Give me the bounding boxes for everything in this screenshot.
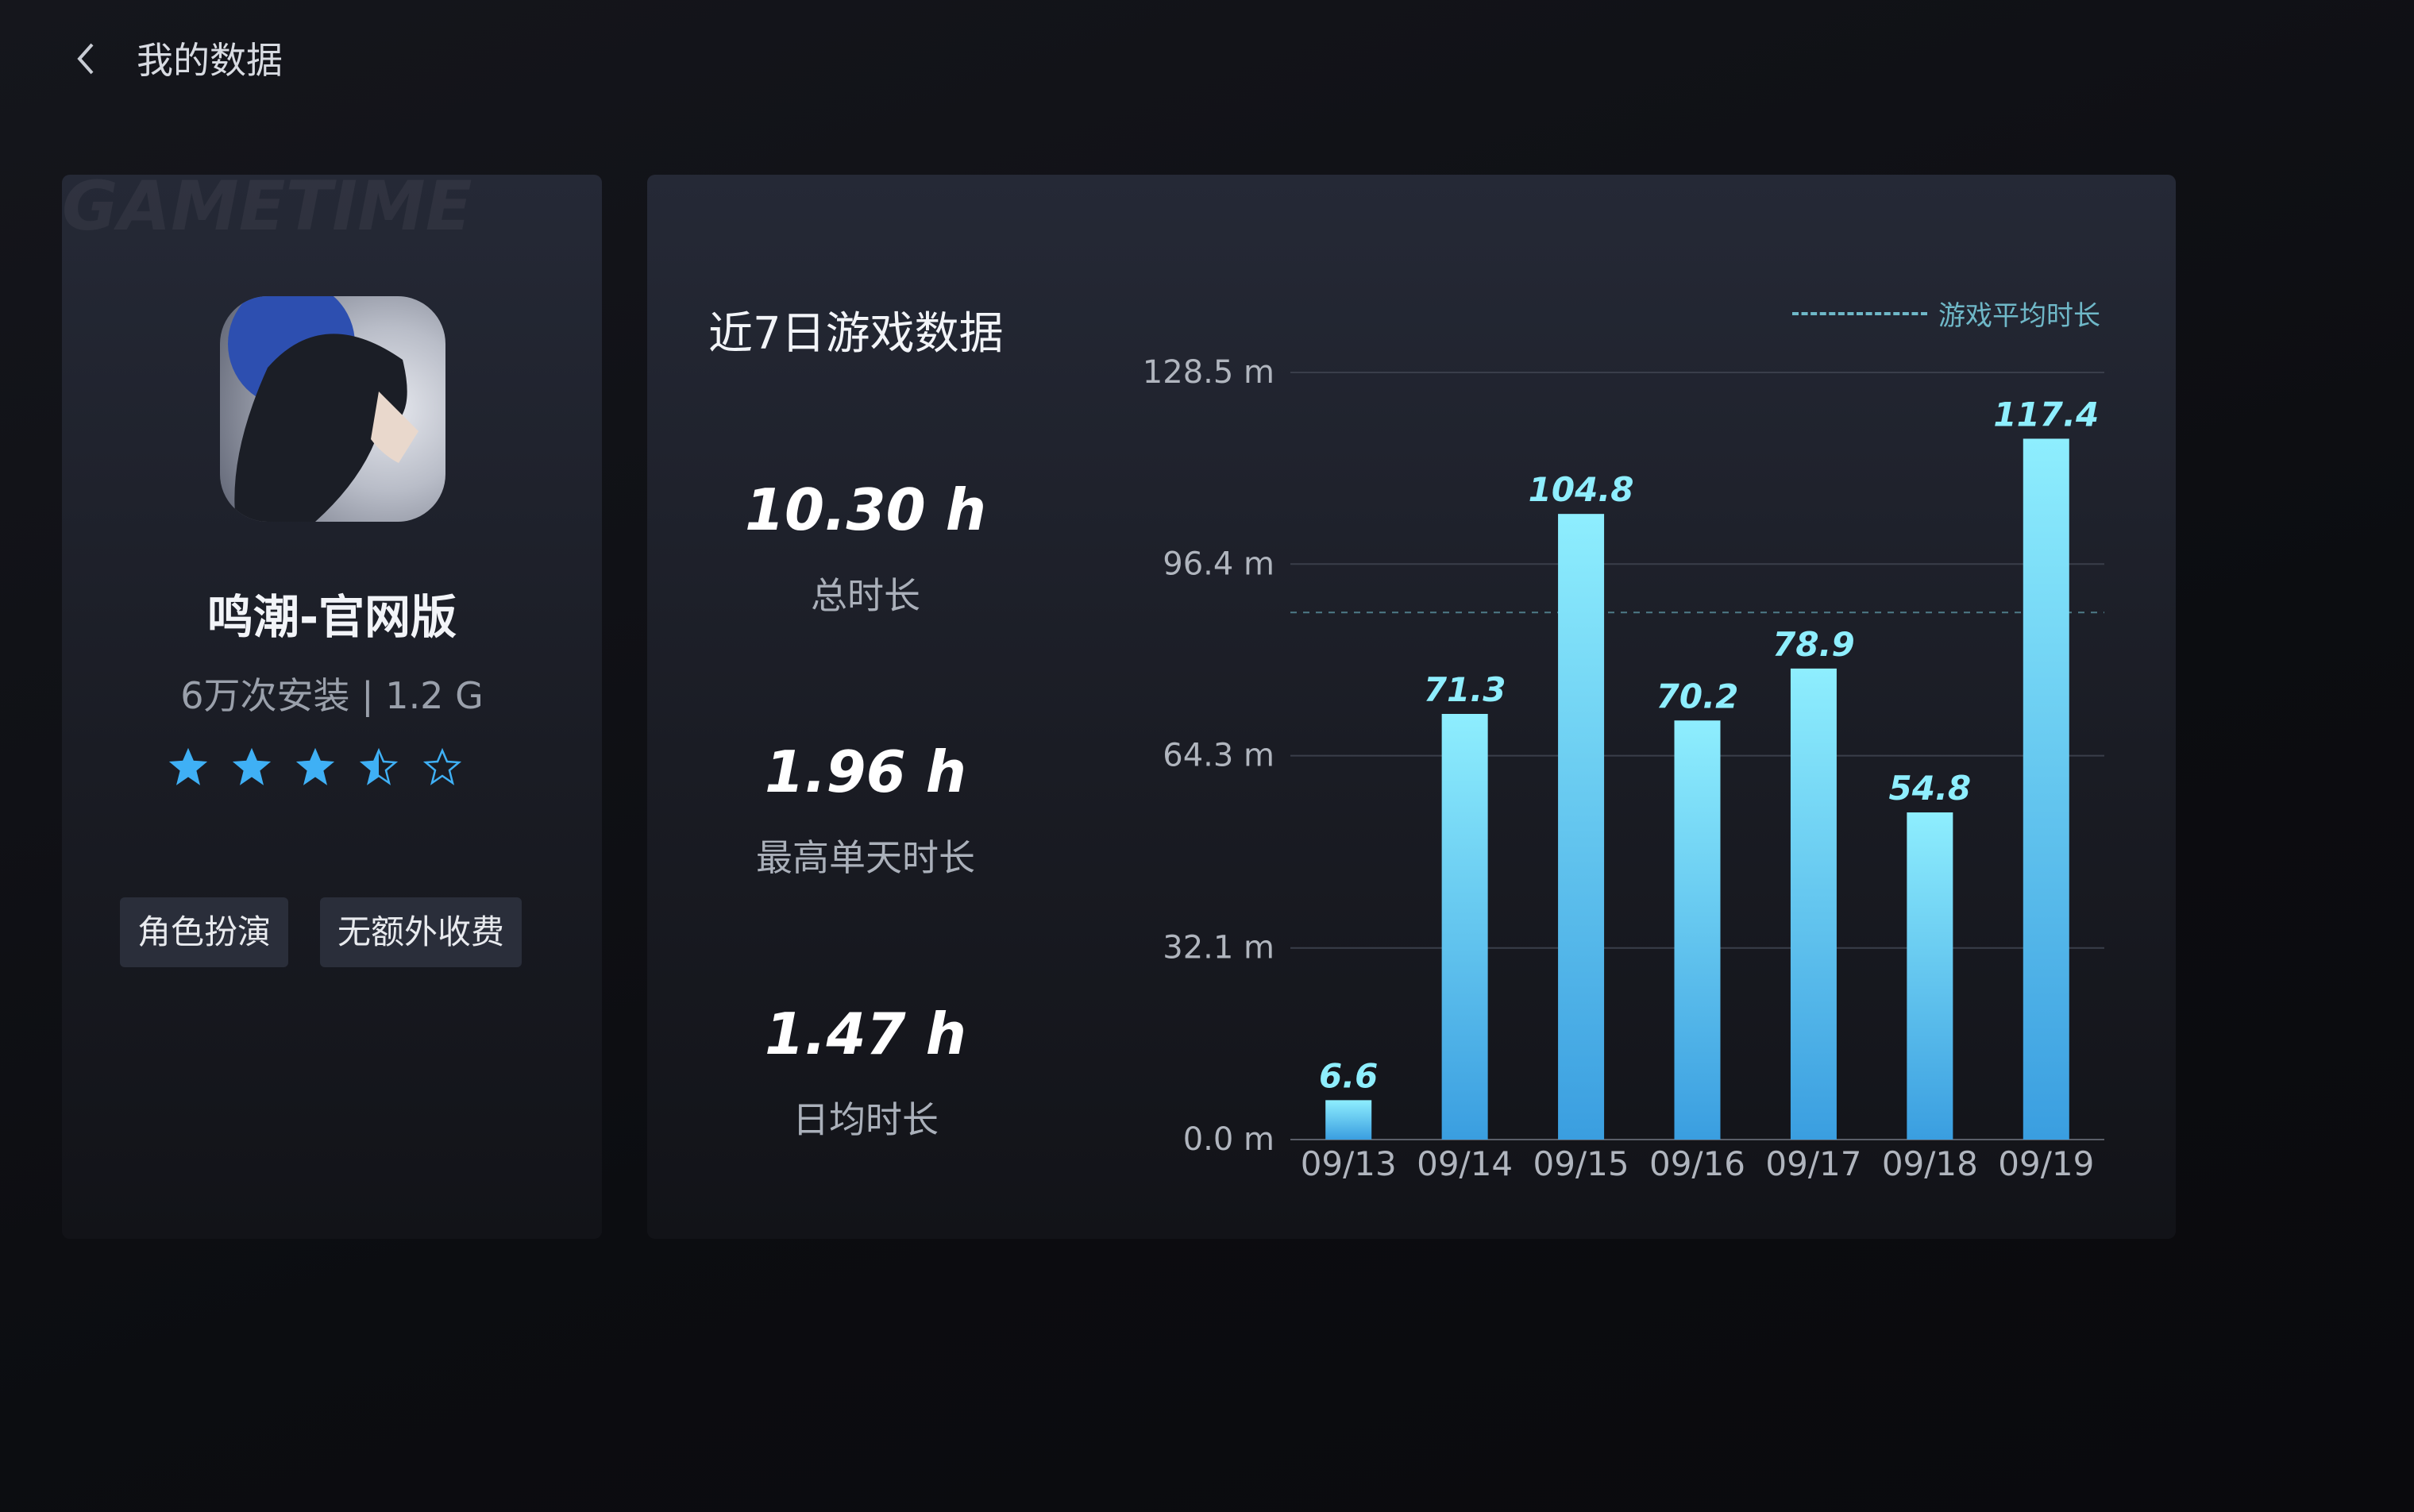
y-tick-label: 32.1 m: [1163, 930, 1274, 966]
x-tick-label: 09/14: [1417, 1144, 1513, 1183]
x-tick-label: 09/17: [1765, 1144, 1861, 1183]
watermark: GAMETIME: [62, 175, 472, 246]
bar-value-label: 117.4: [1993, 395, 2099, 434]
rating-stars: [169, 748, 461, 786]
stat-max: 1.96 h 最高单天时长: [647, 739, 1084, 881]
bar: [1790, 668, 1837, 1140]
bar: [1441, 714, 1488, 1140]
bar: [1674, 720, 1721, 1140]
tag[interactable]: 角色扮演: [120, 897, 289, 967]
x-tick-label: 09/13: [1301, 1144, 1397, 1183]
x-tick-label: 09/16: [1649, 1144, 1745, 1183]
stats-card: 近7日游戏数据 10.30 h 总时长 1.96 h 最高单天时长 1.47 h 日均…: [647, 175, 2176, 1239]
chart-legend: 游戏平均时长: [1792, 294, 2100, 333]
stat-total: 10.30 h 总时长: [647, 476, 1084, 619]
y-tick-label: 0.0 m: [1183, 1121, 1274, 1158]
separator: |: [361, 674, 374, 717]
tag-list: 角色扮演 无额外收费: [120, 897, 523, 967]
bar: [1558, 514, 1605, 1140]
app-name: 鸣潮-官网版: [206, 590, 457, 644]
app-size: 1.2 G: [385, 674, 484, 717]
bar: [1907, 812, 1953, 1140]
bar-value-label: 70.2: [1656, 677, 1739, 716]
card-title: 近7日游戏数据: [708, 308, 1004, 360]
legend-dash: [1792, 311, 1927, 315]
star-icon: [423, 748, 461, 785]
bar-chart: 0.0 m 32.1 m 64.3 m 96.4 m 128.5 m 6.6 09/13 71…: [1143, 354, 2104, 1183]
app-meta: 6万次安装 | 1.2 G: [62, 667, 602, 719]
stat-label: 日均时长: [792, 1098, 939, 1141]
star-icon: [360, 748, 398, 785]
app-info-card: GAMETIME 鸣潮-官网版 6万次安装 | 1.2 G 角色扮演 无额外收费: [62, 175, 602, 1239]
star-icon: [296, 748, 334, 785]
bar: [1325, 1100, 1372, 1140]
y-tick-label: 128.5 m: [1143, 354, 1274, 391]
bar-value-label: 104.8: [1529, 470, 1634, 509]
legend-label: 游戏平均时长: [1938, 300, 2100, 332]
stat-value: 1.47 h: [765, 1001, 966, 1067]
star-icon: [169, 748, 207, 785]
bar-value-label: 78.9: [1772, 625, 1855, 664]
stat-value: 10.30 h: [744, 476, 987, 543]
stat-value: 1.96 h: [765, 739, 966, 805]
app-icon: [220, 296, 445, 522]
bar-value-label: 71.3: [1424, 670, 1506, 709]
y-tick-label: 64.3 m: [1163, 738, 1274, 774]
bar: [2023, 438, 2069, 1140]
stat-label: 最高单天时长: [756, 836, 975, 879]
star-icon: [233, 748, 271, 785]
stat-avg: 1.47 h 日均时长: [647, 1001, 1084, 1144]
x-tick-label: 09/18: [1882, 1144, 1978, 1183]
x-tick-label: 09/15: [1533, 1144, 1629, 1183]
x-tick-label: 09/19: [1998, 1144, 2094, 1183]
install-count: 6万次安装: [180, 674, 350, 717]
page-title: 我的数据: [137, 39, 283, 82]
stat-label: 总时长: [811, 574, 920, 617]
bar-value-label: 6.6: [1319, 1056, 1378, 1095]
bar-value-label: 54.8: [1889, 769, 1972, 808]
y-tick-label: 96.4 m: [1163, 546, 1274, 582]
chevron-left-icon[interactable]: [64, 35, 111, 83]
tag[interactable]: 无额外收费: [320, 897, 523, 967]
